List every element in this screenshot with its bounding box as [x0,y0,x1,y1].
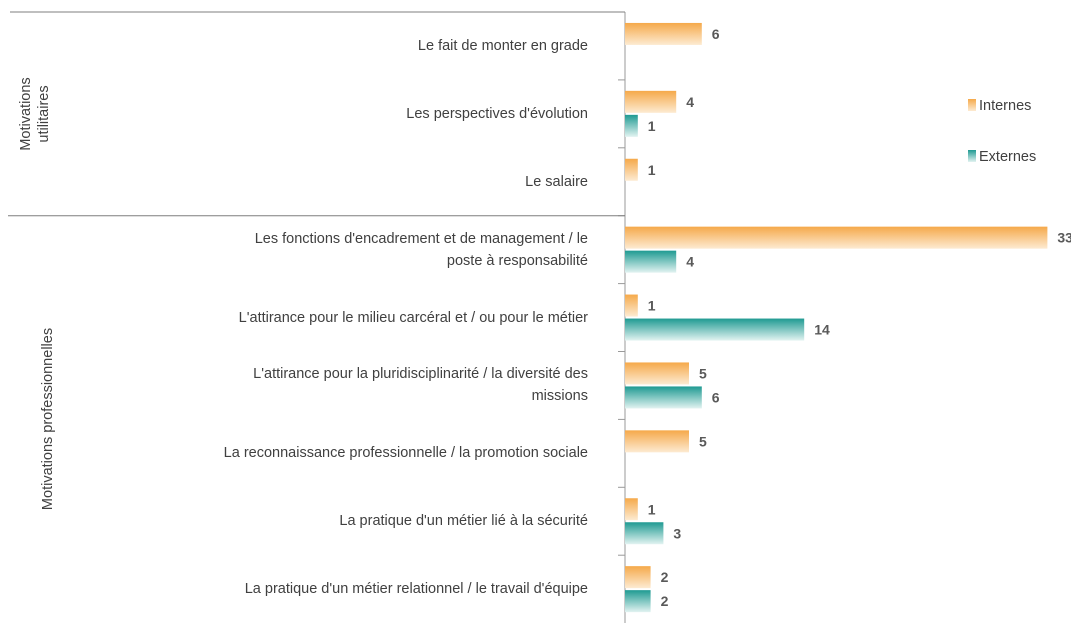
value-label: 1 [648,298,656,314]
value-label: 1 [648,501,656,517]
bar [625,250,677,273]
group-label: Motivations professionnelles [40,328,56,511]
value-label: 4 [686,94,694,110]
bar [625,114,638,137]
category-label: L'attirance pour le milieu carcéral et /… [238,309,588,326]
category-label: L'attirance pour la pluridisciplinarité … [253,366,588,405]
bar [625,498,638,521]
value-label: 2 [661,593,669,609]
category-label: Les fonctions d'encadrement et de manage… [254,230,588,269]
bar [625,90,677,113]
legend-swatch [968,99,976,111]
category-label: Le fait de monter en grade [417,37,588,54]
value-label: 6 [712,389,720,405]
bar [625,566,651,589]
bar [625,226,1048,249]
category-label: Les perspectives d'évolution [406,105,588,122]
value-label: 5 [699,433,707,449]
category-label: La pratique d'un métier relationnel / le… [244,581,588,598]
legend-label: Externes [979,149,1036,165]
value-label: 33 [1057,230,1071,246]
value-label: 6 [712,26,720,42]
group-label: Motivations utilitaires [18,77,52,151]
category-label: La reconnaissance professionnelle / la p… [223,445,588,462]
bar [625,362,689,385]
category-label: Le salaire [525,173,588,190]
bar [625,318,805,341]
value-label: 3 [673,525,681,541]
bar [625,522,664,545]
value-label: 5 [699,365,707,381]
bar [625,158,638,181]
bar [625,294,638,317]
bar [625,386,702,409]
value-label: 2 [661,569,669,585]
bar [625,430,689,453]
bar [625,590,651,613]
value-label: 4 [686,254,694,270]
value-label: 1 [648,118,656,134]
category-label: La pratique d'un métier lié à la sécurit… [339,513,588,530]
value-label: 1 [648,162,656,178]
legend-label: Internes [979,98,1031,114]
value-label: 14 [814,322,830,338]
bar [625,22,702,45]
legend-swatch [968,150,976,162]
